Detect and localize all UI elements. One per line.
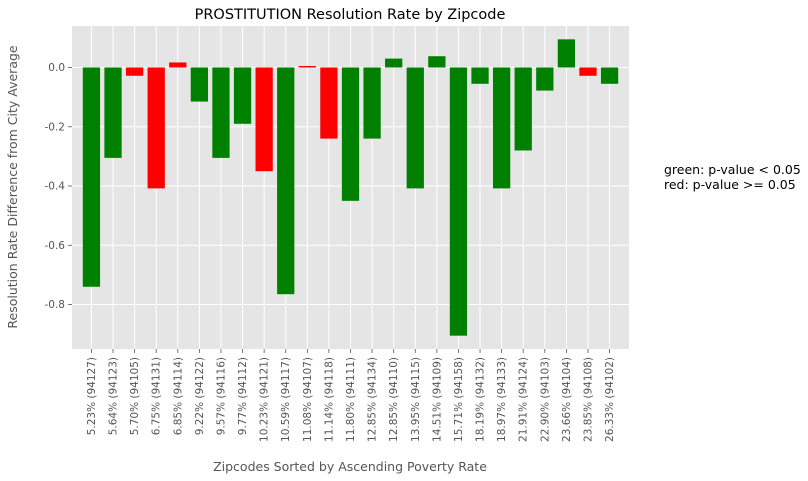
x-tick-label: 23.85% (94108) xyxy=(582,357,594,442)
x-tick-label: 11.80% (94111) xyxy=(345,357,357,442)
bar xyxy=(514,67,532,151)
x-tick-label: 13.95% (94115) xyxy=(410,357,422,442)
bar xyxy=(449,67,468,336)
x-tick-label: 11.08% (94107) xyxy=(302,357,314,442)
y-tick-label: 0.0 xyxy=(48,62,65,74)
x-tick-label: 10.23% (94121) xyxy=(259,357,271,442)
bar xyxy=(320,67,338,139)
bar xyxy=(341,67,360,201)
x-tick-label: 18.19% (94132) xyxy=(475,357,487,442)
x-tick-label: 23.66% (94104) xyxy=(561,357,573,442)
x-tick-label: 5.64% (94123) xyxy=(108,357,120,435)
x-tick-label: 6.85% (94114) xyxy=(172,357,184,435)
bar xyxy=(579,67,597,76)
x-tick-label: 5.23% (94127) xyxy=(86,357,98,435)
bar xyxy=(557,39,576,68)
bar xyxy=(169,62,187,68)
bars xyxy=(82,39,619,336)
legend-note-red: red: p-value >= 0.05 xyxy=(664,177,796,192)
y-tick-label: -0.4 xyxy=(45,181,66,193)
bar xyxy=(492,67,511,189)
x-tick-label: 12.85% (94110) xyxy=(388,357,400,442)
x-tick-label: 26.33% (94102) xyxy=(604,357,616,442)
bar xyxy=(233,67,252,124)
y-tick-label: -0.6 xyxy=(45,240,66,252)
bar xyxy=(406,67,424,189)
bar xyxy=(104,67,122,158)
bar xyxy=(298,66,316,68)
x-tick-label: 9.22% (94122) xyxy=(194,357,206,435)
bar xyxy=(212,67,230,158)
x-tick-label: 11.14% (94118) xyxy=(323,357,335,442)
y-tick-label: -0.8 xyxy=(45,299,66,311)
y-axis-ticks: 0.0 -0.2 -0.4 -0.6 -0.8 xyxy=(45,62,72,311)
x-tick-label: 5.70% (94105) xyxy=(129,357,141,435)
bar xyxy=(125,67,144,76)
bar xyxy=(190,67,209,102)
x-tick-label: 14.51% (94109) xyxy=(431,357,443,442)
x-tick-label: 21.91% (94124) xyxy=(518,357,530,442)
bar xyxy=(385,58,403,68)
x-tick-label: 15.71% (94158) xyxy=(453,357,465,442)
bar xyxy=(147,67,165,189)
bar xyxy=(471,67,489,84)
x-tick-label: 12.85% (94134) xyxy=(367,357,379,442)
y-axis-label: Resolution Rate Difference from City Ave… xyxy=(5,45,20,329)
bar xyxy=(255,67,273,172)
x-tick-label: 10.59% (94117) xyxy=(280,357,292,442)
bar xyxy=(428,56,446,68)
bar xyxy=(600,67,619,84)
bar xyxy=(536,67,554,91)
y-tick-label: -0.2 xyxy=(45,121,66,133)
chart-title: PROSTITUTION Resolution Rate by Zipcode xyxy=(195,7,506,23)
legend-note-green: green: p-value < 0.05 xyxy=(664,162,801,177)
x-axis-label: Zipcodes Sorted by Ascending Poverty Rat… xyxy=(213,459,487,474)
x-tick-label: 6.75% (94131) xyxy=(151,357,163,435)
bar xyxy=(363,67,381,139)
x-tick-label: 9.77% (94112) xyxy=(237,357,249,435)
x-tick-label: 18.97% (94133) xyxy=(496,357,508,442)
bar xyxy=(82,67,101,287)
x-tick-label: 22.90% (94103) xyxy=(539,357,551,442)
bar xyxy=(277,67,295,295)
x-axis-ticks: 5.23% (94127) 5.64% (94123) 5.70% (94105) 6… xyxy=(86,349,616,442)
x-tick-label: 9.57% (94116) xyxy=(215,357,227,435)
